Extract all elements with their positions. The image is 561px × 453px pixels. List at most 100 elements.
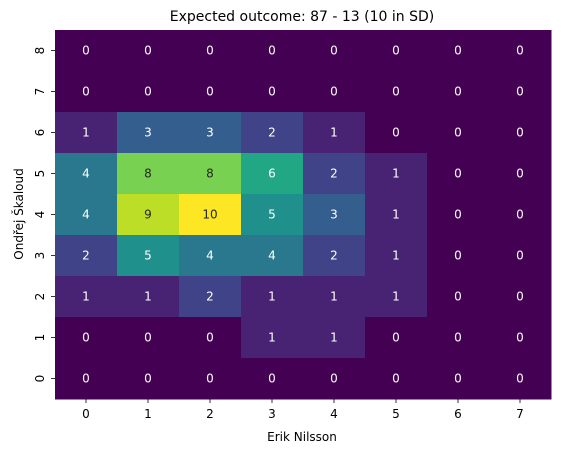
heatmap-cell <box>365 358 428 400</box>
x-tick-label: 2 <box>206 407 214 421</box>
heatmap-cell <box>303 358 366 400</box>
heatmap-cell <box>241 153 304 195</box>
cell-value-label: 0 <box>454 126 462 140</box>
heatmap-cell <box>117 71 180 113</box>
heatmap-cell <box>117 276 180 318</box>
cell-value-label: 0 <box>268 372 276 386</box>
heatmap-cell <box>241 194 304 236</box>
heatmap-cell <box>427 112 490 154</box>
heatmap-cell <box>179 358 242 400</box>
cell-value-label: 0 <box>516 126 524 140</box>
heatmap-cell <box>179 317 242 359</box>
cell-value-label: 0 <box>454 331 462 345</box>
cell-value-label: 0 <box>454 372 462 386</box>
heatmap-cell <box>427 153 490 195</box>
cell-value-label: 0 <box>206 331 214 345</box>
cell-value-label: 0 <box>144 44 152 58</box>
heatmap-cell <box>117 30 180 72</box>
cell-value-label: 2 <box>268 126 276 140</box>
y-tick-label: 6 <box>33 129 47 137</box>
heatmap-cell <box>55 112 118 154</box>
heatmap-cell <box>365 276 428 318</box>
cell-value-label: 0 <box>516 372 524 386</box>
heatmap-cell <box>427 71 490 113</box>
x-axis-label: Erik Nilsson <box>267 430 337 444</box>
heatmap-cell <box>55 235 118 277</box>
heatmap-cell <box>179 276 242 318</box>
cell-value-label: 0 <box>144 85 152 99</box>
cell-value-label: 0 <box>392 85 400 99</box>
heatmap-cell <box>427 317 490 359</box>
heatmap-cell <box>117 358 180 400</box>
heatmap-cell <box>365 235 428 277</box>
x-tick-label: 1 <box>144 407 152 421</box>
cell-value-label: 0 <box>82 372 90 386</box>
cell-value-label: 0 <box>516 208 524 222</box>
heatmap-cell <box>55 30 118 72</box>
cell-value-label: 0 <box>516 44 524 58</box>
heatmap-cell <box>365 30 428 72</box>
cell-value-label: 1 <box>392 290 400 304</box>
x-tick-label: 0 <box>82 407 90 421</box>
heatmap-cell <box>55 71 118 113</box>
cell-value-label: 0 <box>268 85 276 99</box>
heatmap-cell <box>303 235 366 277</box>
heatmap-cell <box>303 71 366 113</box>
cell-value-label: 0 <box>330 85 338 99</box>
cell-value-label: 1 <box>330 290 338 304</box>
heatmap-cell <box>179 153 242 195</box>
heatmap-cell <box>241 71 304 113</box>
cell-value-label: 2 <box>206 290 214 304</box>
cell-value-label: 0 <box>392 126 400 140</box>
heatmap-cell <box>303 317 366 359</box>
y-tick-label: 7 <box>33 88 47 96</box>
heatmap-cell <box>489 235 552 277</box>
cell-value-label: 4 <box>206 249 214 263</box>
heatmap-cell <box>55 317 118 359</box>
cell-value-label: 0 <box>454 44 462 58</box>
heatmap-cell <box>489 194 552 236</box>
y-tick-label: 3 <box>33 252 47 260</box>
cell-value-label: 0 <box>206 85 214 99</box>
heatmap-cells <box>55 30 552 400</box>
cell-value-label: 6 <box>268 167 276 181</box>
heatmap-cell <box>117 194 180 236</box>
heatmap-cell <box>489 317 552 359</box>
heatmap-cell <box>365 194 428 236</box>
heatmap-cell <box>365 112 428 154</box>
heatmap-cell <box>489 153 552 195</box>
cell-value-label: 1 <box>82 290 90 304</box>
cell-value-label: 0 <box>82 331 90 345</box>
cell-value-label: 1 <box>392 249 400 263</box>
heatmap-cell <box>427 358 490 400</box>
cell-value-label: 5 <box>268 208 276 222</box>
heatmap-cell <box>303 153 366 195</box>
heatmap-cell <box>179 194 242 236</box>
heatmap-cell <box>489 71 552 113</box>
cell-value-label: 0 <box>516 85 524 99</box>
cell-value-label: 0 <box>516 290 524 304</box>
cell-value-label: 8 <box>206 167 214 181</box>
x-axis-ticks: 0 1 2 3 4 5 6 7 <box>82 399 524 421</box>
heatmap-cell <box>303 30 366 72</box>
cell-value-label: 5 <box>144 249 152 263</box>
cell-value-label: 1 <box>268 290 276 304</box>
x-tick-label: 6 <box>454 407 462 421</box>
cell-value-label: 0 <box>206 372 214 386</box>
y-tick-label: 1 <box>33 334 47 342</box>
cell-value-label: 1 <box>330 126 338 140</box>
cell-value-label: 0 <box>516 331 524 345</box>
cell-value-label: 4 <box>268 249 276 263</box>
heatmap-cell <box>179 235 242 277</box>
x-tick-label: 7 <box>516 407 524 421</box>
cell-value-label: 0 <box>82 85 90 99</box>
heatmap-cell <box>489 358 552 400</box>
x-tick-label: 3 <box>268 407 276 421</box>
cell-value-label: 1 <box>330 331 338 345</box>
cell-value-label: 1 <box>392 208 400 222</box>
cell-value-label: 0 <box>392 44 400 58</box>
x-tick-label: 4 <box>330 407 338 421</box>
y-axis-label: Ondřej Škaloud <box>11 168 26 259</box>
cell-value-label: 0 <box>454 249 462 263</box>
